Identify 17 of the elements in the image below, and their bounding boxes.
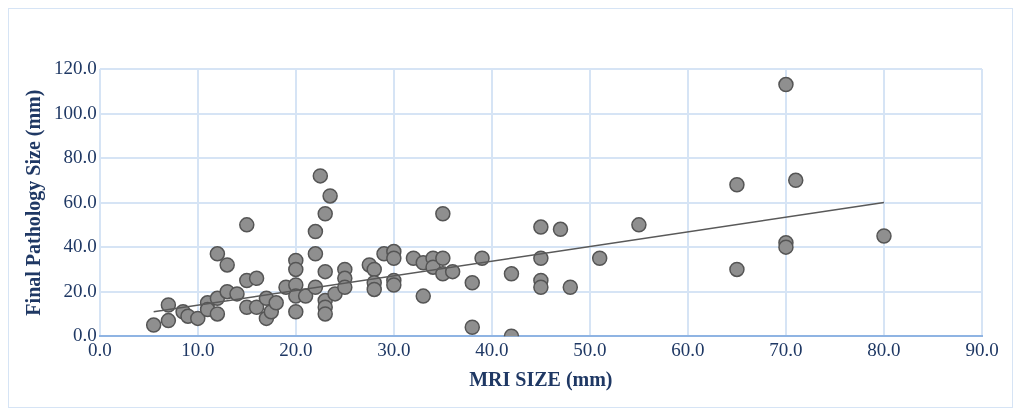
y-tick-label: 20.0 [63,279,97,301]
x-tick-label: 70.0 [769,338,803,360]
x-tick-label: 10.0 [181,338,215,360]
y-tick-label: 100.0 [54,101,97,123]
x-tick-label: 20.0 [279,338,313,360]
y-tick-label: 60.0 [63,190,97,212]
y-tick-label: 40.0 [63,235,97,257]
x-axis-title: MRI SIZE (mm) [469,368,613,392]
x-tick-label: 50.0 [573,338,607,360]
x-tick-label: 30.0 [377,338,411,360]
x-tick-label: 90.0 [965,338,999,360]
y-axis-title: Final Pathology Size (mm) [22,89,46,316]
x-tick-label: 40.0 [475,338,509,360]
x-tick-label: 60.0 [671,338,705,360]
y-tick-label: 120.0 [54,56,97,78]
y-tick-label: 80.0 [63,146,97,168]
x-tick-label: 80.0 [867,338,901,360]
